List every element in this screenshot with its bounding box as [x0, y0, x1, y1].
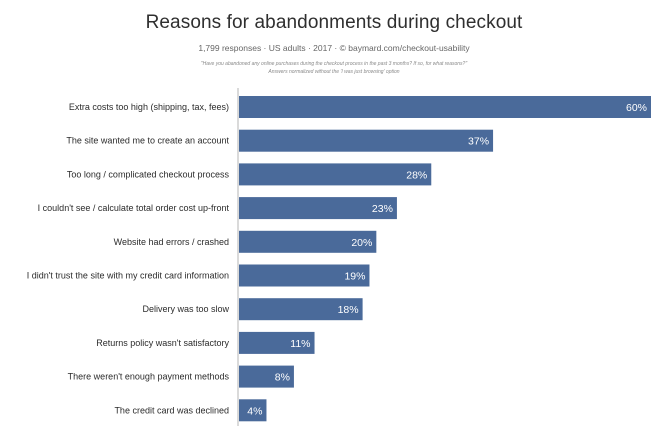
category-label: Delivery was too slow	[142, 304, 229, 314]
bar-value-label: 4%	[247, 405, 262, 417]
category-label: Too long / complicated checkout process	[67, 169, 230, 179]
bar-value-label: 28%	[406, 169, 427, 181]
survey-question-note: "Have you abandoned any online purchases…	[200, 61, 468, 67]
bar	[239, 298, 363, 321]
bar-value-label: 20%	[351, 237, 372, 249]
category-label: I didn't trust the site with my credit c…	[27, 271, 229, 281]
category-label: I couldn't see / calculate total order c…	[38, 203, 230, 213]
bar	[239, 230, 377, 253]
chart-subtitle: 1,799 responses · US adults · 2017 · © b…	[198, 43, 470, 53]
bar	[239, 331, 315, 354]
category-label: Extra costs too high (shipping, tax, fee…	[69, 102, 229, 112]
bar-value-label: 18%	[338, 304, 359, 316]
bar	[239, 129, 494, 152]
category-label: The site wanted me to create an account	[66, 136, 229, 146]
category-label: There weren't enough payment methods	[68, 372, 230, 382]
category-label: The credit card was declined	[114, 405, 229, 415]
bar-value-label: 8%	[275, 372, 290, 384]
bar	[239, 96, 651, 118]
category-label: Website had errors / crashed	[114, 237, 229, 247]
bar	[239, 365, 294, 388]
bar	[239, 399, 267, 422]
category-label: Returns policy wasn't satisfactory	[96, 338, 229, 348]
bar-value-label: 23%	[372, 203, 393, 215]
bar	[239, 264, 370, 287]
bar-value-label: 37%	[468, 136, 489, 148]
bar	[239, 197, 397, 220]
bar-value-label: 19%	[344, 271, 365, 283]
bar-value-label: 60%	[626, 102, 647, 114]
bar-value-label: 11%	[290, 338, 310, 350]
chart-title: Reasons for abandonments during checkout	[145, 12, 523, 33]
answers-note: Answers normalized without the 'I was ju…	[268, 69, 400, 75]
bar	[239, 163, 432, 186]
